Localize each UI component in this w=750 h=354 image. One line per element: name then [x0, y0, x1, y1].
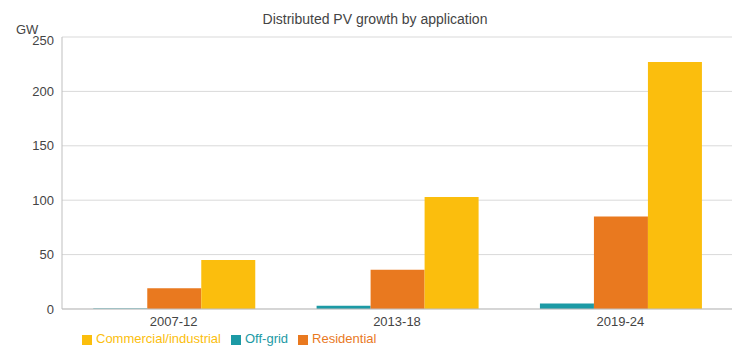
svg-text:2013-18: 2013-18	[373, 314, 421, 329]
svg-text:150: 150	[32, 138, 54, 153]
html-text:GW: GW	[16, 22, 39, 37]
svg-text:100: 100	[32, 193, 54, 208]
svg-text:250: 250	[32, 33, 54, 48]
html-text:Distributed PV growth by appli: Distributed PV growth by application	[262, 11, 488, 27]
html-text:Residential: Residential	[312, 331, 377, 346]
svg-text:2007-12: 2007-12	[150, 314, 198, 329]
svg-text:2019-24: 2019-24	[596, 314, 644, 329]
svg-text:200: 200	[32, 84, 54, 99]
svg-text:0: 0	[47, 302, 54, 317]
html-text:Off-grid: Off-grid	[245, 331, 289, 346]
svg-text:50: 50	[40, 247, 54, 262]
html-text:Commercial/industrial: Commercial/industrial	[96, 331, 221, 346]
